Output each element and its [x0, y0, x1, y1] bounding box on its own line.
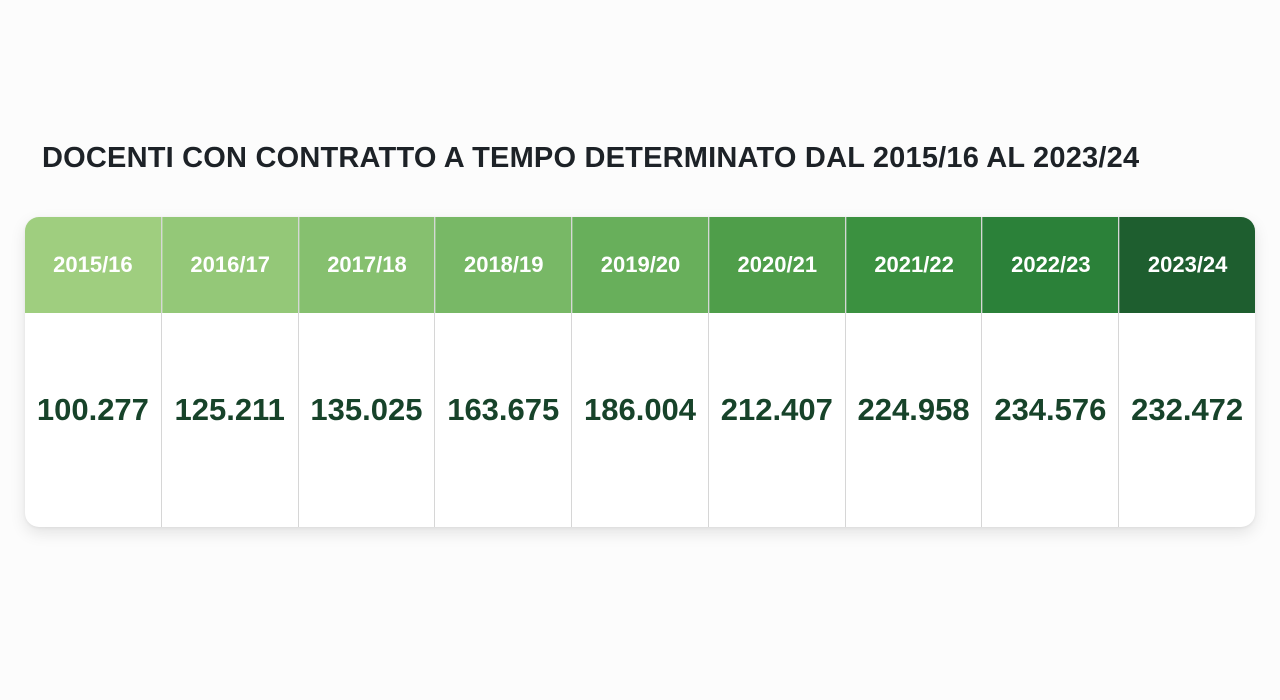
table-column: 2019/20 186.004 — [571, 217, 708, 527]
value-cell: 186.004 — [583, 392, 697, 427]
value-cell: 212.407 — [720, 392, 833, 427]
table-column: 2023/24 232.472 — [1118, 217, 1255, 527]
year-header: 2015/16 — [25, 217, 161, 313]
year-header: 2017/18 — [298, 217, 435, 313]
year-header: 2019/20 — [572, 217, 708, 313]
value-cell: 224.958 — [857, 392, 970, 427]
table-column: 2017/18 135.025 — [297, 217, 435, 527]
chart-title: DOCENTI CON CONTRATTO A TEMPO DETERMINAT… — [42, 142, 1140, 174]
table-column: 2021/22 224.958 — [844, 217, 982, 527]
value-cell: 125.211 — [174, 392, 285, 427]
table-column: 2020/21 212.407 — [707, 217, 845, 527]
table-column: 2022/23 234.576 — [981, 217, 1119, 527]
year-header: 2021/22 — [845, 217, 982, 313]
value-cell: 234.576 — [994, 392, 1107, 427]
value-cell: 163.675 — [447, 392, 560, 427]
table-column: 2018/19 163.675 — [434, 217, 572, 527]
year-header: 2016/17 — [161, 217, 298, 313]
year-header: 2020/21 — [708, 217, 845, 313]
year-header: 2018/19 — [435, 217, 572, 313]
value-cell: 100.277 — [36, 392, 149, 427]
table-column: 2015/16 100.277 — [25, 217, 161, 527]
table-column: 2016/17 125.211 — [160, 217, 298, 527]
data-table: 2015/16 100.277 2016/17 125.211 2017/18 135.0… — [25, 217, 1255, 527]
year-header: 2023/24 — [1119, 217, 1255, 313]
value-cell: 135.025 — [310, 392, 423, 427]
value-cell: 232.472 — [1131, 392, 1244, 427]
year-header: 2022/23 — [982, 217, 1119, 313]
